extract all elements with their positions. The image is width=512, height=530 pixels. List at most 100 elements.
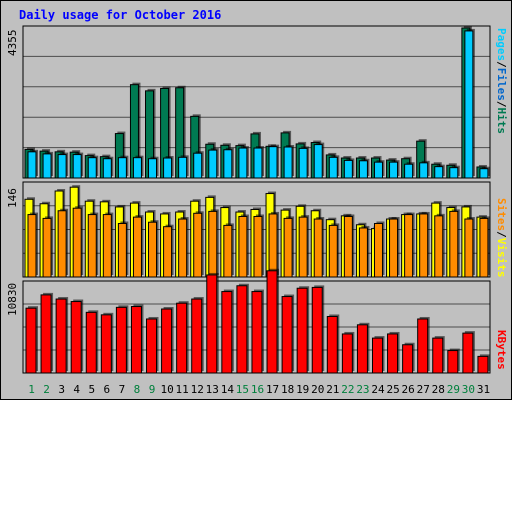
sites-bar-8	[132, 216, 142, 278]
panel3-ymax-label: 10830	[6, 282, 19, 316]
pages-bar-6	[102, 158, 112, 179]
pages-bar-12	[193, 152, 203, 179]
kbytes-bar-13	[206, 274, 218, 374]
pages-bar-18	[283, 146, 293, 179]
legend-visits: Visits	[495, 237, 508, 278]
panel2-ymax-label: 146	[6, 188, 19, 208]
legend-pages: Pages	[495, 28, 508, 62]
pages-bar-5	[87, 157, 97, 179]
kbytes-bar-29	[447, 350, 459, 374]
pages-bar-15	[238, 147, 248, 179]
sites-bar-1	[27, 214, 37, 278]
sites-bar-9	[148, 221, 158, 278]
pages-bar-24	[373, 161, 383, 179]
day-label-7: 7	[119, 383, 126, 396]
pages-bar-16	[253, 147, 263, 179]
sites-bar-19	[298, 216, 308, 278]
kbytes-bar-10	[161, 308, 173, 374]
sites-bar-18	[283, 217, 293, 278]
kbytes-bar-16	[251, 291, 263, 374]
day-label-12: 12	[191, 383, 204, 396]
kbytes-bar-28	[432, 337, 444, 374]
pages-bar-20	[313, 144, 323, 179]
pages-bar-19	[298, 147, 308, 179]
pages-bar-27	[419, 162, 429, 179]
legend-kbytes: KBytes	[495, 330, 508, 370]
day-label-1: 1	[28, 383, 35, 396]
kbytes-bar-15	[236, 285, 248, 374]
kbytes-bar-30	[462, 332, 474, 374]
kbytes-bar-12	[191, 298, 203, 374]
pages-bar-31	[479, 168, 489, 179]
sites-bar-14	[223, 224, 233, 278]
sites-bar-17	[268, 213, 278, 278]
panel1-ymax-label: 4355	[6, 29, 19, 57]
day-label-3: 3	[58, 383, 65, 396]
day-label-28: 28	[432, 383, 445, 396]
day-label-27: 27	[417, 383, 430, 396]
sites-bar-29	[449, 210, 459, 278]
pages-bar-14	[223, 149, 233, 179]
day-label-26: 26	[402, 383, 415, 396]
day-label-15: 15	[236, 383, 249, 396]
day-label-2: 2	[43, 383, 50, 396]
day-label-24: 24	[371, 383, 385, 396]
chart-title: Daily usage for October 2016	[19, 8, 222, 22]
kbytes-bar-4	[70, 301, 82, 374]
sites-bar-15	[238, 215, 248, 278]
pages-bar-2	[42, 153, 52, 179]
day-label-31: 31	[477, 383, 490, 396]
sites-bar-7	[117, 222, 127, 278]
pages-bar-17	[268, 146, 278, 179]
kbytes-bar-22	[341, 333, 353, 374]
pages-bar-29	[449, 167, 459, 179]
pages-bar-21	[328, 156, 338, 179]
usage-chart: 1 2 3 4 5 6 7 8 9 10 11 12 13 14 15 16 17 18 19 20 21 22 23 24 2…	[22, 25, 491, 396]
pages-bar-4	[72, 154, 82, 179]
sites-bar-10	[163, 226, 173, 278]
sites-bar-26	[404, 214, 414, 278]
kbytes-bar-24	[371, 337, 383, 374]
kbytes-bar-6	[100, 314, 112, 374]
day-label-20: 20	[311, 383, 324, 396]
pages-bar-25	[389, 161, 399, 179]
sites-bar-28	[434, 215, 444, 278]
kbytes-bar-1	[25, 307, 37, 374]
legend-hits: Hits	[495, 107, 508, 135]
sites-bar-22	[343, 215, 353, 278]
day-label-5: 5	[88, 383, 95, 396]
pages-bar-8	[132, 157, 142, 179]
day-label-14: 14	[221, 383, 235, 396]
sites-bar-24	[373, 222, 383, 278]
sites-bar-16	[253, 215, 263, 278]
day-label-11: 11	[176, 383, 189, 396]
kbytes-bar-20	[311, 286, 323, 374]
pages-bar-7	[117, 157, 127, 179]
day-label-21: 21	[326, 383, 339, 396]
sites-bar-30	[464, 218, 474, 278]
sites-bar-2	[42, 217, 52, 278]
kbytes-bar-18	[281, 296, 293, 374]
kbytes-bar-31	[477, 355, 489, 374]
day-label-17: 17	[266, 383, 279, 396]
pages-bar-28	[434, 166, 444, 179]
sites-bar-23	[358, 227, 368, 278]
kbytes-bar-3	[55, 298, 67, 374]
kbytes-bar-26	[402, 344, 414, 374]
sites-bar-25	[389, 218, 399, 278]
kbytes-bar-8	[130, 306, 142, 374]
kbytes-bar-25	[387, 333, 399, 374]
sites-bar-3	[57, 210, 67, 278]
sites-bar-6	[102, 214, 112, 278]
pages-bar-23	[358, 160, 368, 179]
day-label-9: 9	[149, 383, 156, 396]
kbytes-bar-11	[176, 302, 188, 374]
pages-bar-22	[343, 159, 353, 179]
sites-bar-31	[479, 217, 489, 278]
pages-bar-3	[57, 154, 67, 179]
legend-sites: Sites	[495, 198, 508, 232]
panel3-legend: KBytes	[495, 330, 510, 530]
kbytes-bar-9	[146, 318, 158, 374]
day-label-29: 29	[447, 383, 460, 396]
kbytes-bar-23	[356, 324, 368, 374]
